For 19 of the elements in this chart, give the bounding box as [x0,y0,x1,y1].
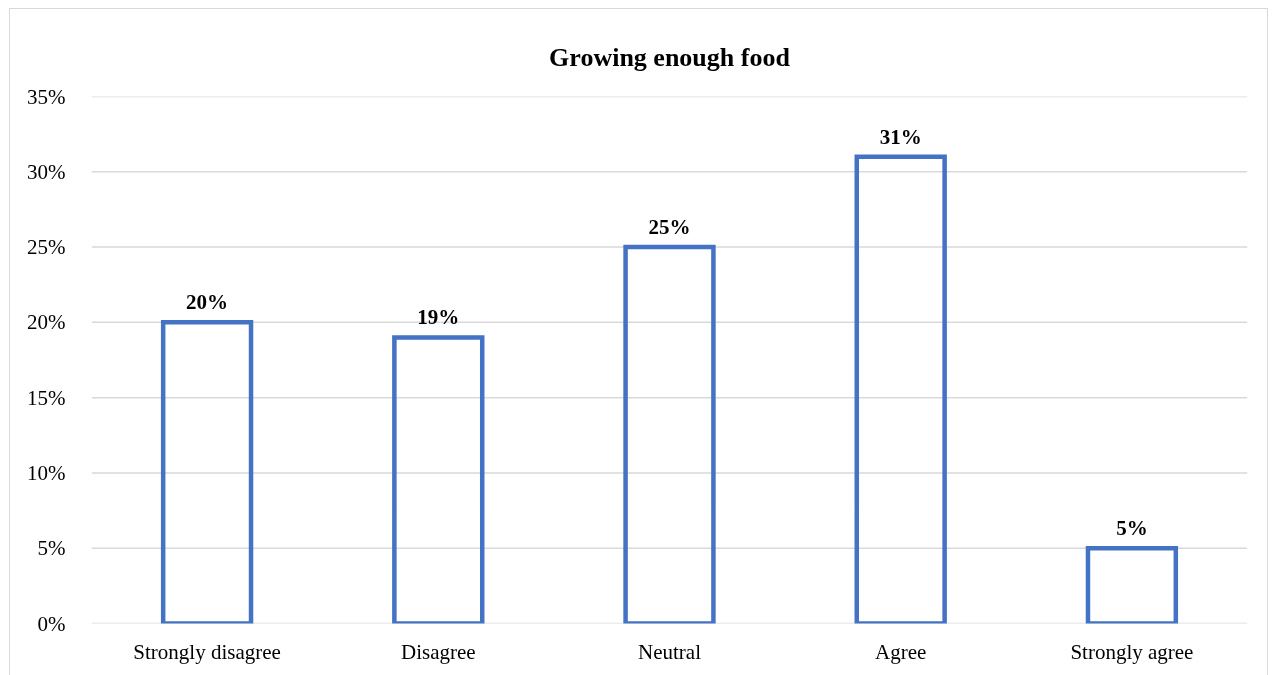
chart-title: Growing enough food [549,42,791,72]
x-tick-label: Agree [875,639,927,664]
y-tick-label: 20% [27,310,66,335]
y-tick-label: 5% [37,536,66,561]
y-tick-label: 10% [27,460,66,485]
x-tick-label: Neutral [638,639,702,664]
data-label: 20% [186,290,229,315]
data-label: 31% [879,124,922,149]
y-tick-label: 30% [27,159,66,184]
data-label: 19% [417,305,460,330]
x-tick-label: Disagree [400,639,476,664]
y-tick-label: 35% [27,84,66,109]
data-label: 25% [648,215,691,240]
x-tick-label: Strongly disagree [133,639,281,664]
y-tick-label: 15% [27,385,66,410]
x-tick-label: Strongly agree [1070,639,1194,664]
y-tick-label: 25% [27,235,66,260]
y-tick-label: 0% [37,611,66,636]
data-label: 5% [1116,516,1148,541]
